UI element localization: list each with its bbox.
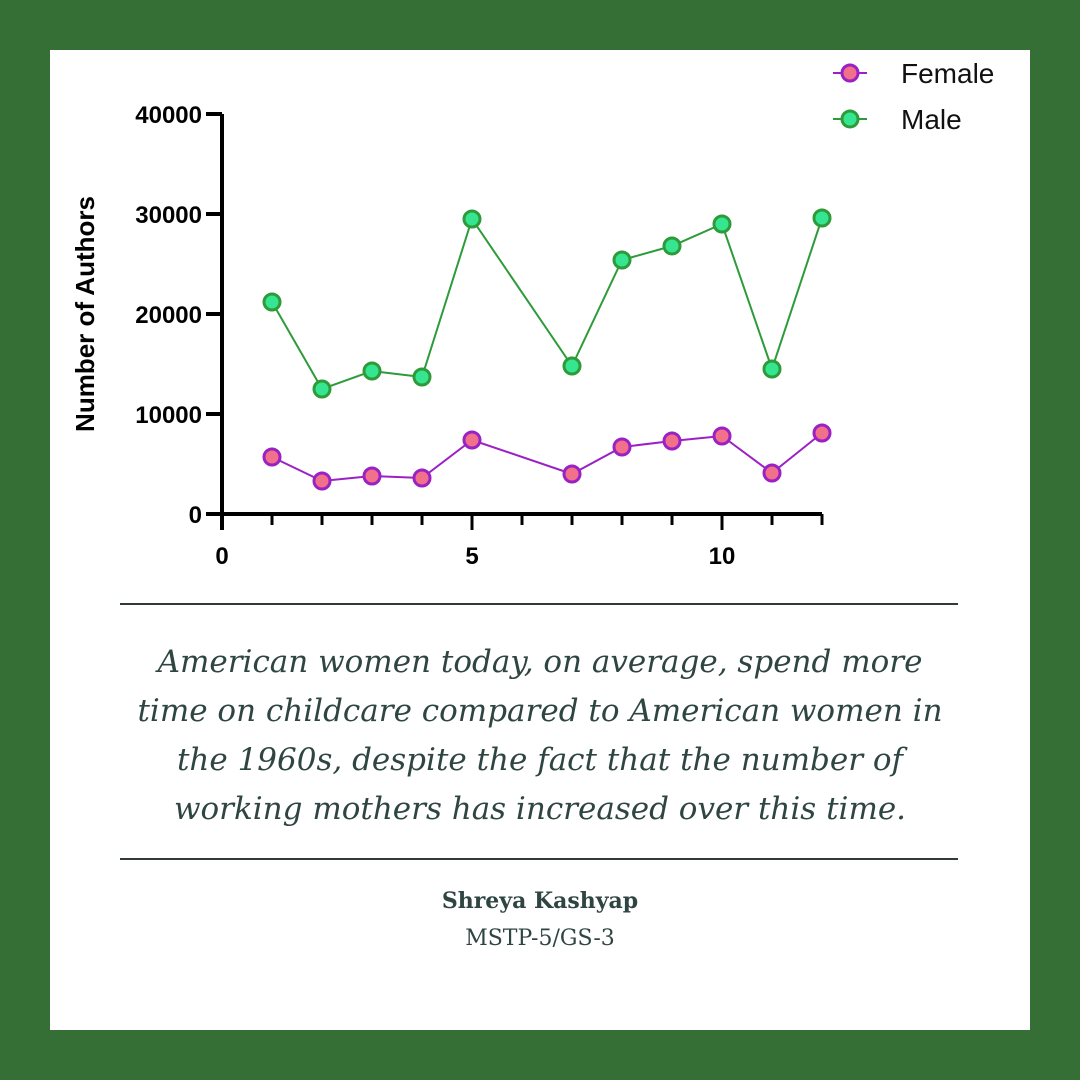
author-affiliation: MSTP-5/GS-3 [465, 926, 615, 951]
x-tick-label: 5 [465, 543, 478, 570]
legend-label-male: Male [901, 104, 962, 135]
data-point-female [562, 464, 582, 484]
data-point-male [612, 250, 632, 270]
data-point-female [462, 430, 482, 450]
y-tick-label: 20000 [135, 302, 202, 329]
data-point-male [362, 361, 382, 381]
data-point-male [812, 208, 832, 228]
data-point-female [612, 437, 632, 457]
data-point-male [412, 367, 432, 387]
quote-line: working mothers has increased over this … [173, 791, 907, 827]
y-tick-label: 40000 [135, 102, 202, 129]
legend-marker-female [840, 63, 860, 83]
data-point-male [662, 236, 682, 256]
legend-marker-male [840, 109, 860, 129]
data-point-male [312, 379, 332, 399]
data-point-male [462, 209, 482, 229]
series-line-female [271, 432, 823, 483]
data-point-female [362, 466, 382, 486]
y-tick-label: 30000 [135, 202, 202, 229]
card: 0 10000 20000 30000 40000 0 5 10 Number of Autho… [50, 50, 1030, 1030]
legend-label-female: Female [901, 58, 994, 89]
y-axis-title: Number of Authors [70, 196, 100, 432]
line-chart: 0 10000 20000 30000 40000 0 5 10 Number of Autho… [70, 58, 994, 570]
y-tick-label: 0 [189, 502, 202, 529]
data-point-female [712, 426, 732, 446]
divider-bottom [120, 858, 958, 860]
data-point-male [762, 359, 782, 379]
data-point-male [262, 292, 282, 312]
quote-line: the 1960s, despite the fact that the num… [176, 742, 904, 778]
data-point-male [562, 356, 582, 376]
quote-line: American women today, on average, spend … [157, 644, 923, 680]
x-tick-label: 0 [215, 543, 228, 570]
divider-top [120, 603, 958, 605]
author-name: Shreya Kashyap [441, 888, 639, 914]
quote-text: American women today, on average, spend … [110, 638, 970, 834]
quote-line: time on childcare compared to American w… [137, 693, 943, 729]
data-point-female [662, 431, 682, 451]
data-point-female [262, 447, 282, 467]
data-point-female [412, 468, 432, 488]
data-point-female [762, 463, 782, 483]
data-point-female [312, 471, 332, 491]
data-point-male [712, 214, 732, 234]
y-tick-label: 10000 [135, 402, 202, 429]
x-tick-label: 10 [709, 543, 736, 570]
data-point-female [812, 423, 832, 443]
series-line-male [271, 216, 823, 391]
